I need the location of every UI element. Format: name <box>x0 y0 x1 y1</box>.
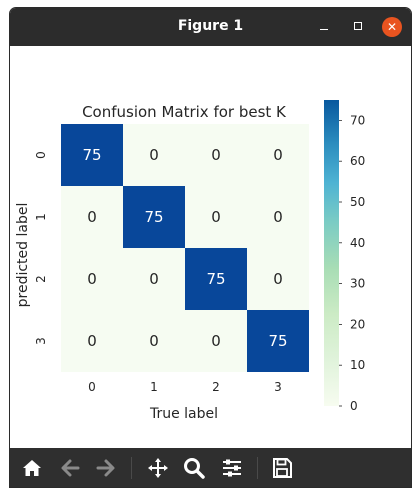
heatmap-cell <box>185 310 247 372</box>
cell-value-label: 0 <box>149 332 159 350</box>
x-tick-label: 1 <box>150 380 158 394</box>
y-tick-label: 2 <box>34 275 48 283</box>
colorbar-tick-label: 0 <box>350 399 358 413</box>
cell-value-label: 75 <box>82 146 101 164</box>
navigation-toolbar <box>10 448 411 487</box>
close-icon: ✕ <box>386 20 398 34</box>
cell-value-label: 0 <box>273 146 283 164</box>
colorbar-tick-label: 40 <box>350 236 365 250</box>
save-icon <box>273 458 292 478</box>
back-button[interactable] <box>58 456 82 480</box>
cell-value-label: 0 <box>211 146 221 164</box>
cell-value-label: 0 <box>87 270 97 288</box>
heatmap-cell <box>61 248 123 310</box>
cell-value-label: 0 <box>211 332 221 350</box>
cell-value-label: 0 <box>149 146 159 164</box>
forward-arrow-icon <box>96 459 115 477</box>
heatmap-cell <box>247 186 309 248</box>
x-tick-label: 0 <box>88 380 96 394</box>
maximize-icon <box>354 21 362 30</box>
x-tick-labels: 0 1 2 3 <box>88 380 282 394</box>
y-tick-label: 0 <box>34 151 48 159</box>
chart-title: Confusion Matrix for best K <box>82 103 287 121</box>
toolbar-separator <box>257 457 258 479</box>
pan-button[interactable] <box>146 456 170 480</box>
heatmap-cell <box>61 124 123 186</box>
heatmap-cell <box>123 124 185 186</box>
y-tick-label: 1 <box>34 213 48 221</box>
heatmap-cell <box>185 124 247 186</box>
minimize-button[interactable] <box>314 17 334 37</box>
home-button[interactable] <box>20 456 44 480</box>
x-tick-label: 2 <box>212 380 220 394</box>
home-icon <box>23 460 41 476</box>
colorbar-tick-label: 10 <box>350 358 365 372</box>
colorbar <box>324 100 339 406</box>
configure-subplots-button[interactable] <box>220 456 244 480</box>
colorbar-tick-label: 50 <box>350 195 365 209</box>
zoom-icon <box>184 458 205 479</box>
window-title: Figure 1 <box>177 18 244 34</box>
x-tick-label: 3 <box>274 380 282 394</box>
cell-value-label: 75 <box>144 208 163 226</box>
x-axis-label: True label <box>149 406 218 422</box>
heatmap-cell <box>185 248 247 310</box>
y-tick-labels: 0 1 2 3 <box>34 151 48 345</box>
heatmap-cells: 75 0 0 0 0 75 0 0 0 0 75 0 0 0 0 75 <box>61 124 309 372</box>
colorbar-tick-label: 60 <box>350 154 365 168</box>
y-tick-label: 3 <box>34 337 48 345</box>
heatmap-cell <box>247 310 309 372</box>
maximize-button[interactable] <box>348 17 368 37</box>
save-button[interactable] <box>270 456 294 480</box>
pan-icon <box>148 458 168 478</box>
colorbar-ticks: 0 10 20 30 40 50 60 70 <box>339 113 365 413</box>
colorbar-tick-label: 30 <box>350 277 365 291</box>
cell-value-label: 0 <box>87 208 97 226</box>
cell-value-label: 0 <box>273 208 283 226</box>
back-arrow-icon <box>61 459 80 477</box>
colorbar-tick-label: 70 <box>350 113 365 127</box>
forward-button[interactable] <box>94 456 118 480</box>
configure-subplots-icon <box>223 459 241 477</box>
title-bar[interactable]: Figure 1 ✕ <box>10 8 411 46</box>
cell-value-label: 0 <box>149 270 159 288</box>
zoom-button[interactable] <box>182 456 206 480</box>
y-axis-label: predicted label <box>15 203 31 308</box>
cell-value-label: 75 <box>206 270 225 288</box>
heatmap-cell <box>247 248 309 310</box>
minimize-icon <box>320 28 328 31</box>
heatmap-cell <box>61 310 123 372</box>
close-button[interactable]: ✕ <box>382 17 402 37</box>
heatmap-cell <box>123 248 185 310</box>
heatmap-cell <box>61 186 123 248</box>
cell-value-label: 0 <box>87 332 97 350</box>
figure-window: Figure 1 ✕ Confusion Matrix for best K 7… <box>9 7 412 488</box>
heatmap-cell <box>247 124 309 186</box>
cell-value-label: 75 <box>268 332 287 350</box>
heatmap-cell <box>185 186 247 248</box>
heatmap-cell <box>123 186 185 248</box>
heatmap-cell <box>123 310 185 372</box>
cell-value-label: 0 <box>273 270 283 288</box>
colorbar-tick-label: 20 <box>350 317 365 331</box>
confusion-matrix-chart: Confusion Matrix for best K 75 0 0 00 75 0 00 0… <box>15 100 365 422</box>
figure-canvas[interactable]: Confusion Matrix for best K 75 0 0 0 0 75 0 0 0 0… <box>10 46 411 450</box>
cell-value-label: 0 <box>211 208 221 226</box>
toolbar-separator <box>131 457 132 479</box>
